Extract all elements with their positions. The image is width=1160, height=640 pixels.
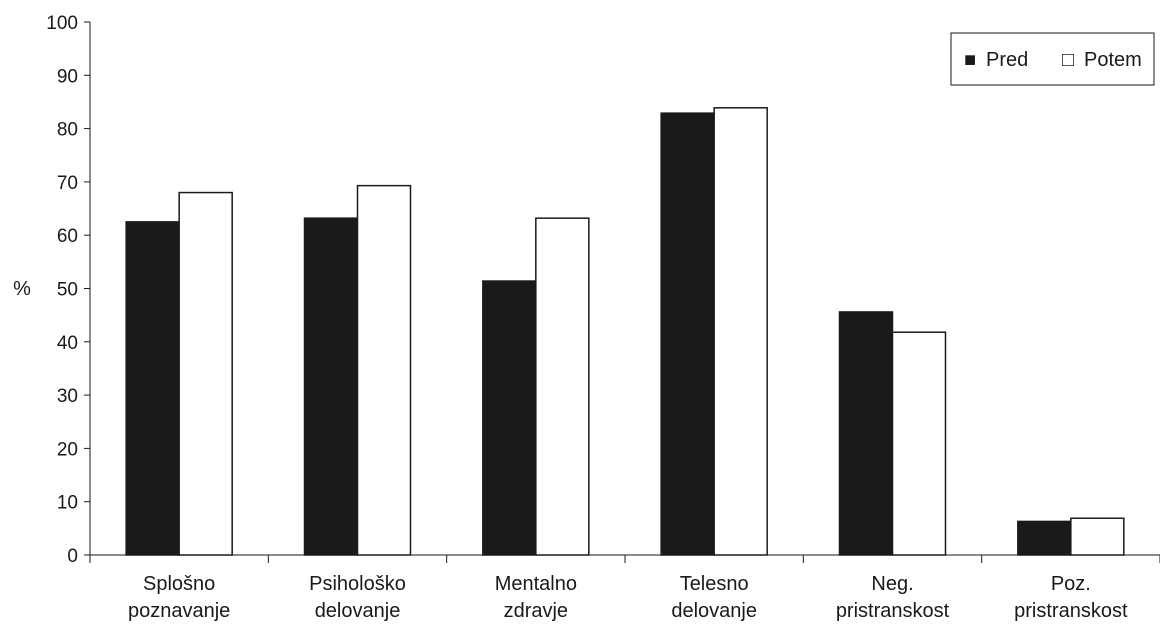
y-tick-label: 90: [57, 66, 78, 87]
bar-pred: [482, 280, 537, 556]
x-category-label: delovanje: [671, 600, 757, 622]
y-tick-label: 40: [57, 333, 78, 354]
bar-pred: [1017, 520, 1072, 556]
legend-marker-pred: ■: [964, 49, 976, 71]
x-category-label: Splošno: [143, 573, 215, 595]
bar-potem: [535, 217, 590, 556]
y-tick-label: 0: [67, 546, 78, 567]
legend-label-pred: Pred: [986, 49, 1028, 71]
bar-potem: [178, 191, 233, 556]
y-tick-label: 100: [46, 13, 78, 34]
bar-potem: [891, 331, 947, 556]
y-tick-label: 50: [57, 280, 78, 301]
x-category-label: pristranskost: [1014, 600, 1128, 622]
bar-pred: [838, 311, 894, 556]
x-category-label: Mentalno: [495, 573, 577, 595]
x-category-label: zdravje: [504, 600, 568, 622]
bar-potem: [713, 107, 768, 556]
y-tick-label: 70: [57, 173, 78, 194]
y-tick-label: 60: [57, 226, 78, 247]
bar-pred: [660, 112, 715, 556]
y-axis-label: %: [13, 278, 31, 300]
x-category-label: Psihološko: [309, 573, 406, 595]
bar-potem: [1070, 517, 1125, 556]
bar-pred: [125, 221, 180, 556]
y-tick-label: 20: [57, 439, 78, 460]
y-tick-label: 10: [57, 493, 78, 514]
axes: [84, 21, 1160, 563]
labels: 0 10 20 30 40 50 60 70 80 90 100 Splošno poznavanje P…: [46, 13, 1128, 622]
legend-marker-potem: □: [1062, 49, 1074, 71]
y-tick-label: 80: [57, 120, 78, 141]
legend: ■ Pred □ Potem: [950, 32, 1155, 86]
x-category-label: Telesno: [680, 573, 749, 595]
legend-label-potem: Potem: [1084, 49, 1142, 71]
legend-box: [950, 32, 1155, 86]
x-category-label: pristranskost: [836, 600, 950, 622]
x-category-label: Poz.: [1051, 573, 1091, 595]
x-category-label: Neg.: [871, 573, 913, 595]
bar-pred: [303, 217, 359, 556]
x-category-label: delovanje: [315, 600, 401, 622]
x-category-label: poznavanje: [128, 600, 230, 622]
bar-potem: [356, 184, 412, 556]
y-tick-label: 30: [57, 386, 78, 407]
bars: [125, 107, 1125, 556]
